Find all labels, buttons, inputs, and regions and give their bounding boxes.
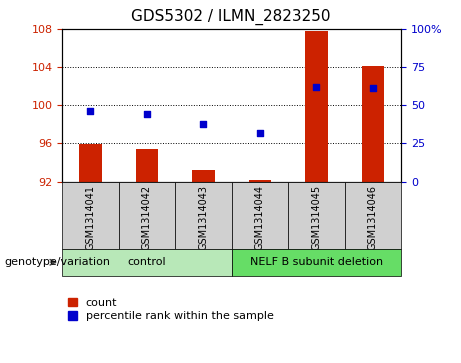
Bar [175, 182, 231, 249]
Point [256, 130, 264, 136]
Text: NELF B subunit deletion: NELF B subunit deletion [250, 257, 383, 267]
Text: GSM1314042: GSM1314042 [142, 185, 152, 250]
Bar [136, 149, 158, 182]
Bar [248, 180, 271, 182]
Bar [62, 249, 231, 276]
Bar [231, 182, 288, 249]
Text: GSM1314045: GSM1314045 [311, 185, 321, 250]
Bar [231, 249, 401, 276]
Bar [79, 144, 102, 182]
Text: genotype/variation: genotype/variation [5, 257, 111, 267]
Text: control: control [128, 257, 166, 267]
Bar [62, 182, 118, 249]
Legend: count, percentile rank within the sample: count, percentile rank within the sample [68, 298, 273, 321]
Bar [118, 182, 175, 249]
Bar [361, 66, 384, 182]
Text: GSM1314046: GSM1314046 [368, 185, 378, 250]
Point [369, 86, 377, 91]
Bar [305, 31, 328, 182]
Point [87, 109, 94, 114]
Text: GDS5302 / ILMN_2823250: GDS5302 / ILMN_2823250 [131, 9, 330, 25]
Point [200, 121, 207, 126]
Bar [344, 182, 401, 249]
Text: GSM1314043: GSM1314043 [198, 185, 208, 250]
Bar [192, 170, 215, 182]
Text: GSM1314041: GSM1314041 [85, 185, 95, 250]
Point [143, 111, 151, 117]
Text: GSM1314044: GSM1314044 [255, 185, 265, 250]
Point [313, 84, 320, 90]
Bar [288, 182, 344, 249]
